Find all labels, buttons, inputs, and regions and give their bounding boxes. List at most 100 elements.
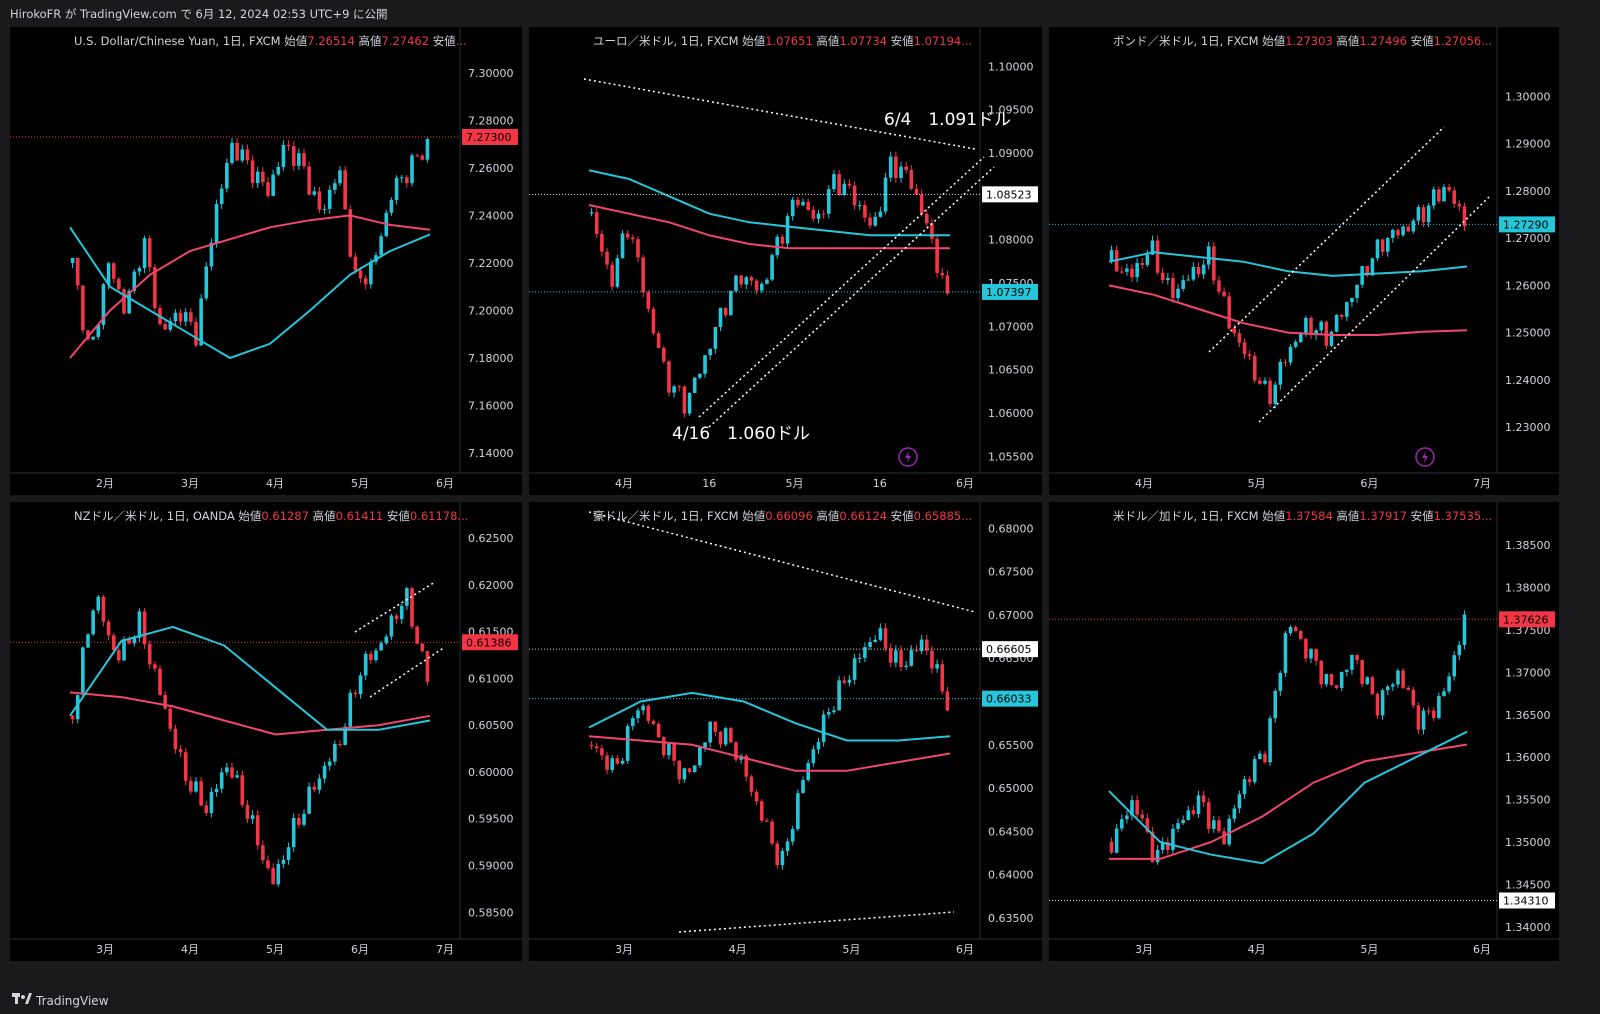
y-tick-label: 1.25000 (1505, 327, 1551, 340)
candle-body (1135, 800, 1139, 815)
candle-body (651, 721, 656, 724)
candle-body (610, 264, 615, 287)
candle-body (281, 859, 286, 864)
candle-body (163, 324, 167, 330)
candle-body (137, 611, 142, 638)
candle-body (1155, 849, 1160, 863)
x-tick-label: 3月 (615, 943, 633, 956)
candle-body (1206, 246, 1211, 265)
moving-average-fast (1108, 251, 1468, 277)
chart-panel-usdcny[interactable]: 7.30000 7.28000 7.26000 7.24000 7.22000 7.200… (10, 27, 522, 495)
candle-body (594, 212, 599, 235)
candle-body (420, 643, 425, 652)
candle-body (904, 665, 908, 668)
chart-panel-audusd[interactable]: 0.680000.675000.670000.665000.660000.655… (529, 502, 1042, 961)
candle-body (672, 743, 676, 761)
y-tick-label: 1.35000 (1505, 836, 1551, 849)
candle-body (291, 818, 296, 848)
candle-body (1247, 779, 1252, 783)
candle-body (940, 664, 945, 692)
open-label: 始値 (1262, 34, 1286, 48)
candle-body (348, 692, 353, 727)
candle-body (1176, 288, 1180, 299)
candle-body (286, 145, 291, 147)
candle-body (1166, 277, 1170, 280)
x-tick-label: 16 (873, 477, 887, 490)
candle-body (1283, 633, 1288, 673)
candle-body (1411, 220, 1416, 232)
low-label: 安値 (386, 509, 410, 523)
low-value: 0.61178... (409, 509, 469, 523)
moving-average-fast (69, 625, 431, 731)
y-tick-label: 7.14000 (468, 447, 514, 460)
y-tick-label: 1.30000 (1505, 90, 1551, 103)
candle-body (127, 290, 131, 314)
y-tick-label: 0.62500 (468, 532, 514, 545)
candle-body (1457, 644, 1462, 656)
chart-panel-nzdusd[interactable]: 0.62500 0.62000 0.61500 0.61000 0.60500 0.600… (10, 502, 522, 961)
chart-canvas[interactable]: 1.385001.380001.375001.370001.365001.360… (1049, 502, 1559, 961)
chart-panel-gbpusd[interactable]: 1.30000 1.29000 1.28000 1.27000 1.26000 1.250… (1049, 27, 1559, 495)
chart-panel-usdcad[interactable]: 1.38500 1.38000 1.37500 1.37000 1.36500 1.360… (1049, 502, 1559, 961)
chart-canvas[interactable]: 7.30000 7.28000 7.26000 7.24000 7.22000 7.200… (10, 27, 522, 495)
candle-body (636, 710, 640, 719)
ref-price-label: 1.08523 (986, 188, 1032, 201)
candle-body (873, 639, 878, 642)
candle-body (405, 588, 409, 606)
candle-body (199, 298, 203, 346)
chart-panel-eurusd[interactable]: 1.100001.095001.090001.085001.080001.075… (529, 27, 1042, 495)
candle-body (297, 153, 301, 166)
candle-body (1329, 331, 1334, 346)
candle-body (1130, 800, 1134, 816)
footer-brand[interactable]: TradingView (12, 993, 109, 1008)
high-label: 高値 (1336, 509, 1360, 523)
high-label: 高値 (312, 509, 336, 523)
candle-body (888, 156, 893, 178)
candle-body (1421, 207, 1426, 223)
candle-body (219, 188, 224, 205)
candle-body (919, 194, 924, 214)
candle-body (81, 285, 85, 331)
chart-canvas[interactable]: 0.625000.620000.615000.610000.605000.600… (10, 502, 522, 961)
candle-body (250, 815, 255, 819)
candle-body (1263, 753, 1267, 763)
candle-body (1258, 753, 1262, 760)
chart-canvas[interactable]: 0.680000.675000.670000.665000.660000.655… (529, 502, 1042, 961)
candle-body (646, 705, 651, 722)
candle-body (1350, 654, 1354, 670)
candle-body (605, 755, 609, 770)
candle-body (1365, 266, 1370, 276)
low-label: 安値 (1410, 509, 1434, 523)
candle-body (1447, 676, 1451, 692)
candle-body (379, 643, 383, 651)
chart-canvas[interactable]: 1.30000 1.29000 1.28000 1.27000 1.26000 1.250… (1049, 27, 1559, 495)
candle-body (291, 146, 296, 166)
y-tick-label: 1.29000 (1505, 138, 1551, 151)
candle-body (821, 213, 826, 215)
candle-body (389, 199, 394, 213)
candle-body (1370, 677, 1375, 694)
candle-body (888, 648, 893, 663)
candle-body (1437, 189, 1441, 202)
y-tick-label: 0.65500 (988, 739, 1034, 752)
candle-body (1196, 267, 1201, 275)
candle-body (1232, 808, 1237, 819)
candle-body (1421, 710, 1426, 730)
chart-canvas[interactable]: 1.100001.095001.090001.085001.080001.075… (529, 27, 1042, 495)
candle-body (790, 829, 795, 842)
ref-price-label: 1.34310 (1503, 894, 1549, 907)
symbol-title: NZドル／米ドル, 1日, OANDA (74, 509, 239, 523)
candle-body (1462, 206, 1467, 227)
published-byline: HirokoFR が TradingView.com で 6月 12, 2024… (10, 7, 388, 21)
candle-body (749, 277, 754, 281)
candle-body (708, 348, 712, 356)
candle-body (708, 721, 712, 743)
chart-title: ユーロ／米ドル, 1日, FXCM 始値1.07651 高値1.07734 安値… (593, 33, 972, 49)
candle-body (914, 188, 919, 195)
candle-body (1227, 296, 1231, 329)
candle-body (405, 177, 409, 184)
candle-body (1375, 693, 1380, 716)
candle-body (1252, 355, 1257, 381)
candle-body (178, 312, 183, 322)
x-tick-label: 6月 (1473, 943, 1491, 956)
